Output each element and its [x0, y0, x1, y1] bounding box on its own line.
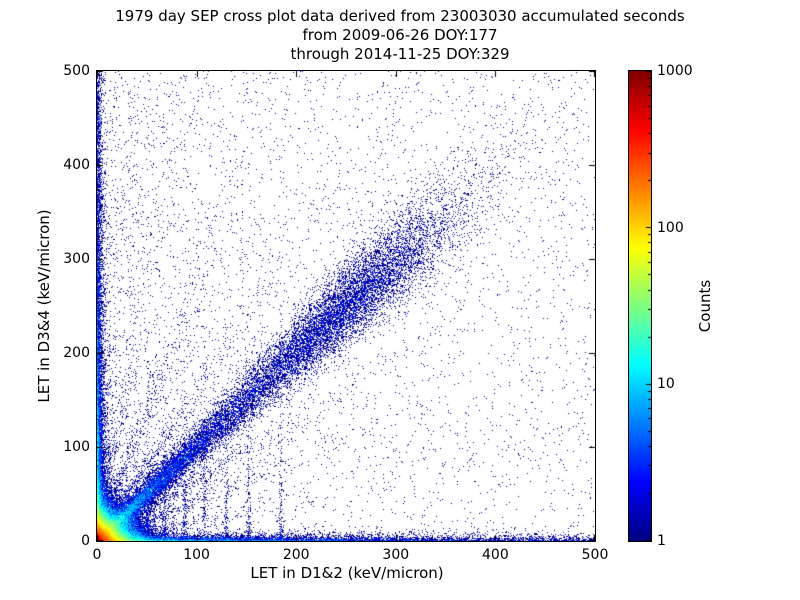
colorbar-label: Counts [696, 279, 714, 333]
colorbar-tick-label: 100 [657, 219, 684, 236]
title-line-1: 1979 day SEP cross plot data derived fro… [115, 7, 685, 25]
colorbar-tick-label: 10 [657, 376, 675, 393]
y-tick-label: 200 [63, 345, 90, 361]
x-tick-label: 200 [282, 547, 310, 563]
colorbar-gradient-canvas [629, 71, 651, 541]
colorbar-tick-label: 1000 [657, 63, 693, 79]
y-axis-label: LET in D3&4 (keV/micron) [35, 209, 53, 403]
y-tick-label: 100 [63, 439, 90, 455]
x-tick-label: 100 [183, 547, 210, 563]
x-tick-label: 400 [482, 547, 509, 563]
plot-area [96, 70, 596, 542]
x-axis-label: LET in D1&2 (keV/micron) [250, 564, 444, 582]
x-tick-label: 0 [92, 547, 102, 563]
title-line-2: from 2009-06-26 DOY:177 [302, 26, 498, 44]
y-tick-label: 300 [63, 251, 90, 267]
y-tick-label: 0 [81, 533, 90, 549]
x-tick-label: 300 [382, 547, 410, 563]
y-tick-label: 500 [63, 63, 90, 79]
x-tick-label: 500 [581, 547, 609, 563]
chart-title: 1979 day SEP cross plot data derived fro… [0, 7, 800, 64]
title-line-3: through 2014-11-25 DOY:329 [290, 45, 510, 63]
colorbar [628, 70, 652, 542]
colorbar-tick-label: 1 [657, 533, 666, 549]
scatter-heatmap-canvas [97, 71, 595, 541]
y-tick-label: 400 [63, 157, 90, 173]
